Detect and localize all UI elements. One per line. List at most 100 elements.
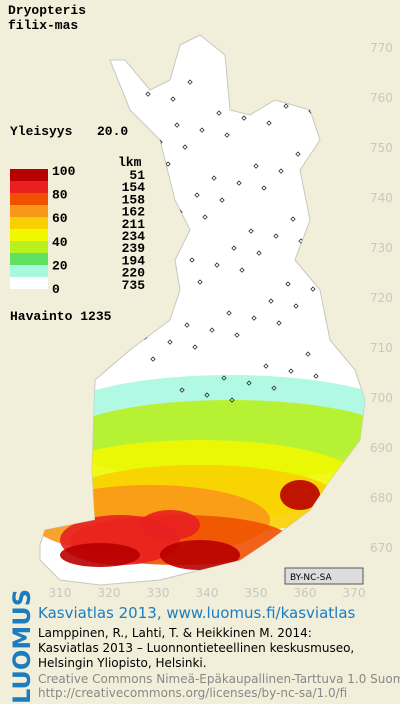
legend-count: 51 [129, 168, 145, 183]
map: Dryopteris filix-mas Yleisyys 20.0 lkm H… [8, 3, 393, 600]
legend-count: 194 [122, 253, 146, 268]
citation: Kasviatlas 2013 – Luonnontieteellinen ke… [38, 641, 355, 655]
observation-marker [202, 214, 208, 220]
y-coordinate-label: 700 [370, 391, 393, 405]
license-badge [284, 567, 364, 585]
observation-marker [241, 115, 247, 121]
legend-level: 100 [52, 164, 76, 179]
observation-marker [145, 91, 151, 97]
legend-level: 40 [52, 235, 68, 250]
observation-marker [283, 103, 289, 109]
observation-marker [285, 281, 291, 287]
legend-swatch [10, 253, 48, 265]
frequency-label: Yleisyys [10, 124, 73, 139]
legend-swatch [10, 229, 48, 241]
observation-marker [152, 204, 158, 210]
legend-swatch [10, 205, 48, 217]
observation-marker [179, 387, 185, 393]
observation-marker [137, 69, 143, 75]
observation-marker [155, 291, 161, 297]
observation-marker [229, 397, 235, 403]
observation-count: Havainto 1235 [10, 309, 112, 324]
observation-marker [258, 98, 264, 104]
observation-marker [160, 226, 166, 232]
legend-level: 20 [52, 258, 68, 273]
x-coordinate-label: 330 [147, 586, 170, 600]
x-coordinate-label: 320 [98, 586, 121, 600]
observation-marker [276, 320, 282, 326]
y-coordinate-label: 740 [370, 191, 393, 205]
observation-marker [192, 344, 198, 350]
heat-zone [160, 540, 240, 570]
observation-marker [261, 185, 267, 191]
observation-marker [174, 122, 180, 128]
observation-marker [236, 180, 242, 186]
observation-marker [234, 332, 240, 338]
observation-marker [293, 303, 299, 309]
observation-marker [300, 86, 306, 92]
observation-marker [209, 327, 215, 333]
legend-level: 60 [52, 211, 68, 226]
x-coordinate-label: 350 [245, 586, 268, 600]
legend-swatch [10, 241, 48, 253]
x-coordinate-label: 340 [196, 586, 219, 600]
y-coordinate-label: 670 [370, 541, 393, 555]
legend-level: 0 [52, 282, 60, 297]
observation-marker [214, 262, 220, 268]
license-text: Creative Commons Nimeä-Epäkaupallinen-Ta… [38, 672, 400, 686]
observation-marker [194, 192, 200, 198]
x-coordinate-label: 310 [49, 586, 72, 600]
legend-swatch [10, 181, 48, 193]
observation-marker [182, 144, 188, 150]
legend-count: 158 [122, 192, 146, 207]
title: Dryopteris [8, 3, 86, 18]
observation-marker [170, 96, 176, 102]
heat-zone [140, 510, 200, 540]
observation-marker [189, 257, 195, 263]
observation-marker [290, 216, 296, 222]
observation-marker [303, 173, 309, 179]
observation-marker [239, 267, 245, 273]
observation-marker [187, 79, 193, 85]
heat-zone [280, 480, 320, 510]
y-coordinate-label: 710 [370, 341, 393, 355]
observation-marker [313, 373, 319, 379]
legend-count: 154 [122, 180, 146, 195]
title: filix-mas [8, 18, 78, 33]
observation-marker [150, 356, 156, 362]
y-coordinate-label: 730 [370, 241, 393, 255]
legend-level: 80 [52, 188, 68, 203]
observation-marker [248, 228, 254, 234]
observation-marker [266, 120, 272, 126]
observation-marker [140, 156, 146, 162]
legend-header: lkm [118, 155, 142, 170]
observation-marker [224, 132, 230, 138]
observation-marker [165, 161, 171, 167]
observation-marker [310, 286, 316, 292]
observation-marker [253, 163, 259, 169]
observation-marker [246, 380, 252, 386]
observation-marker [219, 197, 225, 203]
legend-count: 162 [122, 205, 146, 220]
frequency-value: 20.0 [97, 124, 128, 139]
legend-count: 220 [122, 266, 146, 281]
y-coordinate-label: 760 [370, 91, 393, 105]
legend-count: 234 [122, 229, 146, 244]
observation-marker [184, 322, 190, 328]
footer-link[interactable]: Kasviatlas 2013, www.luomus.fi/kasviatla… [38, 604, 356, 622]
legend-swatch [10, 277, 48, 289]
observation-marker [263, 363, 269, 369]
observation-marker [268, 298, 274, 304]
citation: Helsingin Yliopisto, Helsinki. [38, 656, 207, 670]
observation-marker [256, 250, 262, 256]
observation-marker [204, 392, 210, 398]
observation-marker [271, 385, 277, 391]
observation-marker [221, 375, 227, 381]
observation-marker [273, 233, 279, 239]
legend-swatch [10, 193, 48, 205]
observation-marker [305, 351, 311, 357]
license-url[interactable]: http://creativecommons.org/licenses/by-n… [38, 686, 348, 700]
legend-count: 211 [122, 217, 146, 232]
brand: LUOMUS [8, 589, 36, 704]
